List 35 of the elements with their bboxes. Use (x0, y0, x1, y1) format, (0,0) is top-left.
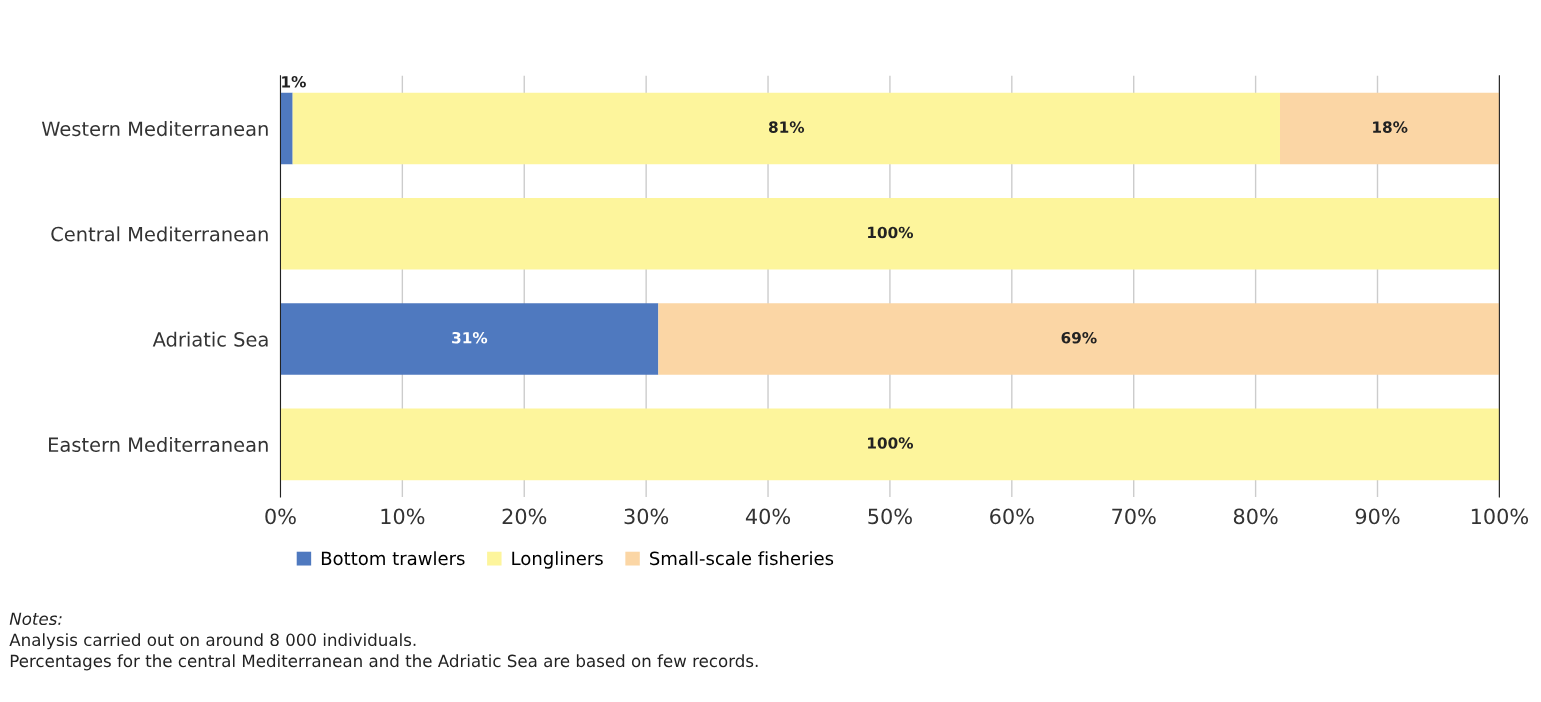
data-label: 31% (452, 331, 488, 344)
y-tick-label: Adriatic Sea (152, 331, 268, 347)
text: Percentages for the central Mediterranean and the Adriatic Sea are based on few records. (10, 654, 758, 671)
x-tick-label: 60% (990, 508, 1034, 525)
legend-label: Small-scale fisheries (650, 551, 834, 566)
x-tick-label: 80% (1233, 508, 1278, 525)
data-label: 81% (768, 121, 805, 133)
data-label: 100% (868, 437, 914, 449)
bar (658, 303, 1500, 375)
bar (280, 92, 293, 165)
x-tick-label: 90% (1355, 508, 1400, 525)
bar (1279, 92, 1500, 165)
x-tick-label: 10% (381, 508, 425, 525)
legend-label: Bottom trawlers (321, 551, 465, 566)
data-label: 1% (282, 76, 306, 88)
data-label: 69% (1061, 331, 1097, 344)
text: Analysis carried out on around 8 000 individuals. (9, 633, 416, 650)
y-tick-label: Eastern Mediterranean (49, 436, 268, 453)
x-tick-label: 50% (868, 508, 912, 525)
x-tick-label: 40% (745, 508, 791, 525)
x-tick-label: 20% (502, 508, 547, 525)
bar (280, 408, 1500, 481)
bar (280, 303, 659, 375)
data-label: 100% (868, 226, 914, 239)
data-label: 18% (1373, 121, 1408, 133)
bar (292, 92, 1280, 165)
x-tick-label: 30% (624, 508, 669, 525)
y-tick-label: Central Mediterranean (51, 226, 268, 242)
bar (280, 197, 1500, 270)
y-tick-label: Western Mediterranean (41, 121, 268, 137)
x-tick-label: 70% (1112, 508, 1156, 525)
legend-label: Longliners (512, 551, 603, 569)
x-tick-label: 0% (265, 508, 296, 525)
x-tick-label: 100% (1471, 508, 1529, 525)
text: Notes: (9, 612, 62, 626)
